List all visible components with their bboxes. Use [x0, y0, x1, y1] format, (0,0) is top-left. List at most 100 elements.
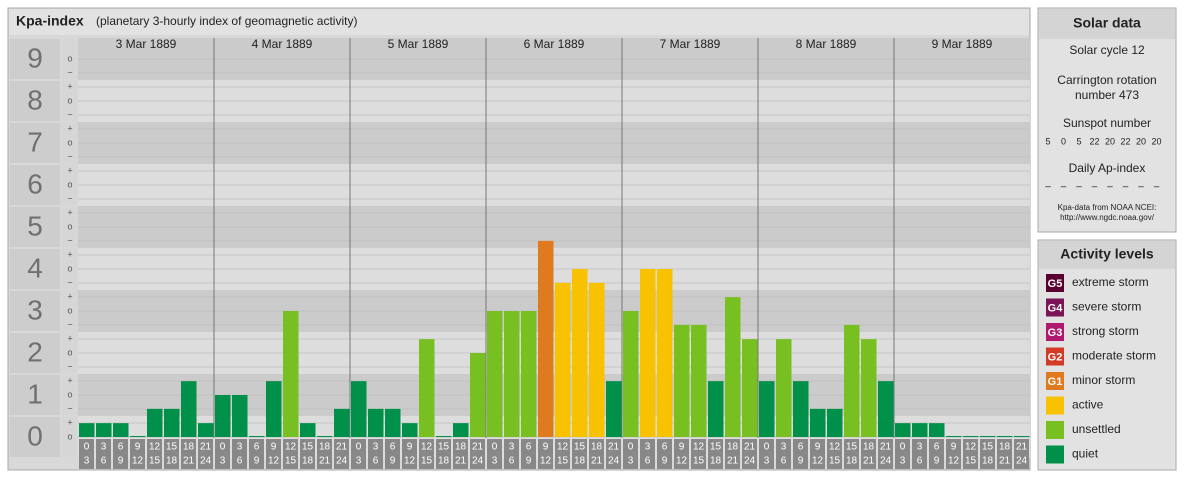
hour-box	[198, 439, 213, 469]
hour-label: 18	[710, 456, 722, 467]
hour-box	[895, 439, 910, 469]
bar	[980, 436, 996, 437]
bar	[402, 423, 418, 437]
level-swatch	[1046, 347, 1064, 366]
y-tick-label: 9	[27, 42, 43, 73]
level-badge: G4	[1048, 302, 1064, 314]
hour-label: 24	[200, 456, 212, 467]
hour-label: 3	[356, 456, 362, 467]
y-label-box	[10, 123, 60, 163]
minor-tick-label: o	[67, 95, 72, 105]
hour-label: 0	[628, 442, 634, 453]
bar	[759, 381, 775, 437]
hour-box	[504, 439, 519, 469]
hour-label: 6	[101, 456, 107, 467]
hour-label: 15	[693, 456, 705, 467]
hour-label: 6	[645, 456, 651, 467]
y-label-box	[10, 249, 60, 289]
level-swatch	[1046, 421, 1064, 439]
hour-label: 24	[1016, 456, 1028, 467]
hour-label: 18	[455, 442, 467, 453]
hour-label: 0	[492, 442, 498, 453]
ap-value: –	[1123, 182, 1129, 193]
y-tick-label: 4	[27, 252, 43, 283]
hour-box	[79, 439, 94, 469]
level-badge: G3	[1048, 327, 1063, 339]
hour-label: 9	[254, 456, 260, 467]
hour-label: 18	[591, 442, 603, 453]
minor-tick-label: o	[67, 263, 72, 273]
hour-label: 24	[880, 456, 892, 467]
minor-box	[62, 333, 77, 373]
minor-tick-label: o	[67, 347, 72, 357]
y-tick-label: 6	[27, 168, 43, 199]
bar	[997, 436, 1013, 437]
bar	[283, 311, 299, 437]
hour-box	[555, 439, 570, 469]
hour-label: 21	[727, 456, 739, 467]
level-swatch	[1046, 274, 1064, 292]
day-label: 3 Mar 1889	[116, 37, 177, 51]
level-swatch	[1046, 372, 1064, 390]
bar	[776, 339, 792, 437]
level-label: minor storm	[1072, 373, 1135, 387]
hour-label: 18	[319, 442, 331, 453]
hour-box	[759, 439, 774, 469]
ap-value: –	[1076, 182, 1082, 193]
y-tick-label: 5	[27, 210, 43, 241]
hour-label: 15	[710, 442, 722, 453]
bar	[538, 240, 554, 437]
y-tick-label: 3	[27, 294, 43, 325]
hour-label: 6	[781, 456, 787, 467]
minor-tick-label: +	[67, 81, 72, 91]
y-label-box	[10, 417, 60, 457]
hour-box	[283, 439, 298, 469]
minor-tick-label: o	[67, 137, 72, 147]
sunspot-value: 20	[1151, 136, 1161, 146]
hour-box	[385, 439, 400, 469]
hour-label: 18	[727, 442, 739, 453]
hour-label: 6	[390, 442, 396, 453]
bar	[521, 311, 537, 437]
hour-label: 3	[645, 442, 651, 453]
hour-label: 9	[543, 442, 549, 453]
hour-label: 12	[132, 456, 144, 467]
hour-box	[1014, 439, 1029, 469]
level-swatch	[1046, 298, 1064, 317]
bar	[198, 423, 214, 437]
y-tick-label: 0	[27, 420, 43, 451]
carrington: Carrington rotation	[1057, 73, 1156, 87]
bar	[487, 311, 503, 437]
level-label: severe storm	[1072, 300, 1141, 314]
hour-box	[657, 439, 672, 469]
ap-title: Daily Ap-index	[1069, 161, 1146, 175]
sunspot-value: 0	[1061, 136, 1066, 146]
hour-box	[436, 439, 451, 469]
hour-label: 12	[829, 442, 841, 453]
hour-label: 12	[421, 442, 433, 453]
hour-label: 3	[101, 442, 107, 453]
hour-box	[640, 439, 655, 469]
level-badge: G2	[1048, 351, 1063, 363]
minor-tick-label: +	[67, 123, 72, 133]
hour-box	[827, 439, 842, 469]
day-label: 7 Mar 1889	[660, 37, 721, 51]
hour-label: 6	[118, 442, 124, 453]
bar	[810, 408, 826, 437]
hour-label: 21	[608, 442, 620, 453]
hour-label: 3	[917, 442, 923, 453]
hour-label: 12	[285, 442, 297, 453]
hour-label: 18	[574, 456, 586, 467]
hour-label: 18	[183, 442, 195, 453]
bar	[742, 339, 758, 437]
hour-box	[691, 439, 706, 469]
bar	[946, 436, 962, 437]
bar	[861, 339, 877, 437]
minor-tick-label: o	[67, 305, 72, 315]
hour-box	[300, 439, 315, 469]
source: http://www.ngdc.noaa.gov/	[1060, 213, 1155, 222]
hour-box	[810, 439, 825, 469]
y-label-box	[10, 81, 60, 121]
bar	[368, 408, 384, 437]
hour-label: 6	[662, 442, 668, 453]
